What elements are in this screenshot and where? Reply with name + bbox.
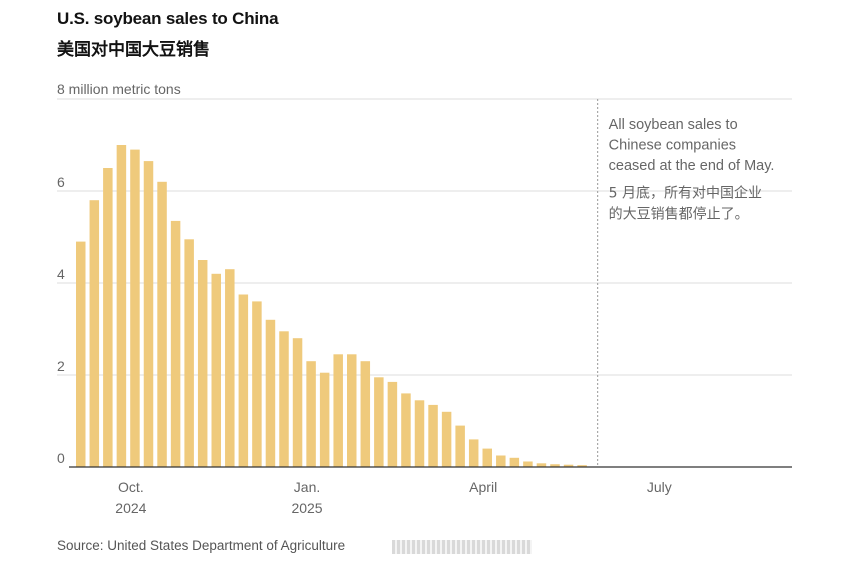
chart-title: U.S. soybean sales to China (57, 9, 279, 28)
bar (441, 411, 452, 467)
y-tick-label: 2 (57, 358, 65, 374)
x-tick-label: July (647, 479, 672, 495)
x-tick-year: 2024 (115, 500, 146, 516)
bar (157, 181, 167, 468)
bar (333, 354, 343, 467)
bar (184, 239, 194, 467)
y-tick-label: 6 (57, 174, 65, 190)
bar (143, 161, 154, 467)
x-tick-year: 2025 (291, 500, 322, 516)
annotation-text: Chinese companies (609, 138, 736, 154)
annotation-text: All soybean sales to (609, 117, 738, 133)
bar (197, 260, 208, 467)
bar (401, 393, 411, 467)
watermark (392, 540, 532, 554)
bar (265, 319, 276, 467)
bar (89, 200, 100, 467)
y-tick-label: 4 (57, 266, 65, 282)
bar (238, 294, 249, 467)
bar (292, 338, 303, 467)
x-tick-label: Oct. (118, 479, 144, 495)
bar (116, 145, 127, 467)
annotation-text-zh: 5 月底，所有对中国企业 (609, 185, 762, 202)
bar (360, 361, 371, 467)
annotation-text: ceased at the end of May. (609, 158, 775, 174)
bar (225, 269, 235, 467)
bar (468, 439, 479, 467)
bar (306, 361, 316, 467)
annotation: All soybean sales to Chinese companies cea… (597, 99, 775, 467)
bar (319, 372, 330, 467)
y-axis-label: 8 million metric tons (57, 81, 181, 97)
bar (496, 455, 506, 467)
bar (103, 168, 113, 467)
bar (428, 404, 438, 467)
bar (347, 354, 357, 467)
axes: 8 million metric tons 0 2 4 6 Oct. 2024 Jan. 202… (57, 81, 792, 516)
bar (252, 301, 262, 467)
bar (170, 220, 181, 467)
x-tick-label: April (469, 479, 497, 495)
bar (374, 377, 384, 467)
bar (482, 448, 492, 467)
bar (563, 464, 574, 467)
y-tick-label: 0 (57, 450, 65, 466)
bars (76, 145, 587, 468)
bar (279, 331, 289, 467)
bar (509, 457, 520, 467)
bar (536, 463, 547, 467)
bar (550, 464, 560, 467)
bar (211, 273, 221, 467)
bar (76, 241, 86, 467)
chart-subtitle: 美国对中国大豆销售 (57, 40, 210, 60)
bar (455, 425, 465, 467)
x-tick-label: Jan. (294, 479, 320, 495)
source-note: Source: United States Department of Agri… (57, 538, 346, 553)
bar (387, 381, 398, 467)
bar (523, 461, 533, 467)
bar (414, 400, 425, 467)
annotation-text-zh: 的大豆销售都停止了。 (609, 206, 749, 223)
bar (130, 149, 140, 467)
bar (577, 465, 587, 467)
